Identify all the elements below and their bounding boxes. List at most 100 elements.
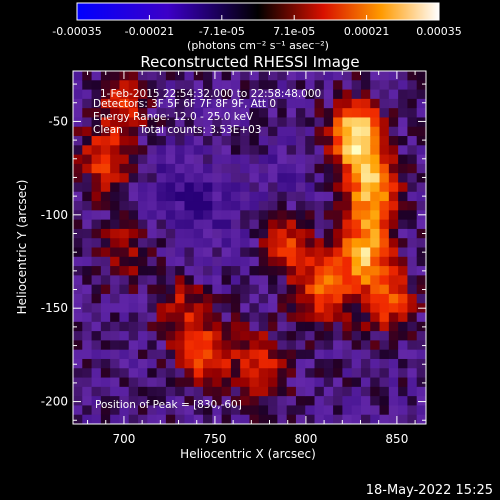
- heatmap-cell: [147, 321, 158, 332]
- heatmap-cell: [221, 386, 232, 397]
- heatmap-cell: [119, 98, 130, 109]
- heatmap-cell: [73, 154, 83, 165]
- heatmap-cell: [138, 219, 148, 230]
- heatmap-cell: [156, 71, 167, 81]
- heatmap-cell: [407, 377, 418, 388]
- heatmap-cell: [323, 414, 334, 425]
- heatmap-cell: [184, 256, 195, 267]
- heatmap-cell: [351, 238, 362, 248]
- heatmap-cell: [258, 386, 269, 397]
- heatmap-cell: [360, 126, 371, 137]
- heatmap-cell: [184, 377, 195, 388]
- heatmap-cell: [407, 340, 418, 351]
- heatmap-cell: [203, 80, 213, 90]
- heatmap-cell: [388, 266, 399, 276]
- heatmap-cell: [184, 201, 195, 211]
- heatmap-cell: [184, 321, 195, 332]
- heatmap-cell: [212, 349, 223, 360]
- heatmap-cell: [184, 368, 195, 378]
- heatmap-cell: [184, 173, 195, 183]
- heatmap-cell: [193, 303, 204, 313]
- heatmap-cell: [82, 80, 92, 90]
- heatmap-cell: [128, 405, 139, 416]
- heatmap-cell: [258, 293, 269, 304]
- heatmap-cell: [193, 349, 204, 360]
- heatmap-cell: [184, 98, 195, 109]
- heatmap-cell: [147, 331, 158, 341]
- heatmap-cell: [249, 182, 260, 193]
- heatmap-cell: [147, 238, 158, 248]
- heatmap-cell: [388, 368, 399, 378]
- heatmap-cell: [286, 386, 297, 397]
- heatmap-cell: [249, 266, 260, 276]
- heatmap-cell: [305, 405, 315, 416]
- heatmap-cell: [342, 89, 353, 100]
- heatmap-cell: [110, 247, 120, 258]
- heatmap-cell: [119, 284, 130, 295]
- heatmap-cell: [249, 293, 260, 304]
- heatmap-cell: [268, 173, 278, 183]
- heatmap-cell: [323, 377, 334, 388]
- heatmap-cell: [323, 71, 334, 81]
- heatmap-cell: [91, 266, 102, 276]
- heatmap-cell: [370, 303, 380, 313]
- heatmap-cell: [138, 275, 148, 286]
- heatmap-cell: [110, 71, 120, 81]
- heatmap-cell: [203, 266, 213, 276]
- heatmap-cell: [323, 266, 334, 276]
- heatmap-cell: [184, 247, 195, 258]
- heatmap-cell: [128, 266, 139, 276]
- heatmap-cell: [305, 284, 315, 295]
- heatmap-cell: [240, 303, 250, 313]
- heatmap-cell: [73, 80, 83, 90]
- heatmap-cell: [230, 145, 241, 156]
- heatmap-cell: [268, 98, 278, 109]
- heatmap-cell: [138, 396, 148, 406]
- heatmap-cell: [73, 340, 83, 351]
- heatmap-cell: [128, 377, 139, 388]
- heatmap-cell: [82, 377, 92, 388]
- heatmap-cell: [379, 219, 390, 230]
- heatmap-cell: [342, 117, 353, 128]
- heatmap-cell: [407, 238, 418, 248]
- heatmap-cell: [342, 303, 353, 313]
- heatmap-cell: [73, 377, 83, 388]
- heatmap-cell: [407, 396, 418, 406]
- heatmap-cell: [333, 368, 343, 378]
- heatmap-cell: [221, 377, 232, 388]
- heatmap-cell: [119, 293, 130, 304]
- heatmap-cell: [184, 89, 195, 100]
- heatmap-cell: [91, 368, 102, 378]
- heatmap-cell: [128, 238, 139, 248]
- heatmap-cell: [240, 256, 250, 267]
- heatmap-cell: [193, 154, 204, 165]
- heatmap-cell: [110, 275, 120, 286]
- heatmap-cell: [416, 136, 427, 146]
- heatmap-cell: [138, 89, 148, 100]
- heatmap-cell: [82, 182, 92, 193]
- heatmap-cell: [314, 126, 325, 137]
- heatmap-cell: [175, 191, 185, 202]
- heatmap-cell: [100, 331, 111, 341]
- heatmap-cell: [110, 219, 120, 230]
- heatmap-cell: [379, 154, 390, 165]
- annotation-time-range: 1-Feb-2015 22:54:32.000 to 22:58:48.000: [100, 88, 321, 100]
- heatmap-cell: [305, 219, 315, 230]
- heatmap-cell: [73, 312, 83, 323]
- heatmap-cell: [147, 368, 158, 378]
- heatmap-cell: [416, 238, 427, 248]
- heatmap-cell: [249, 256, 260, 267]
- heatmap-cell: [398, 266, 408, 276]
- heatmap-cell: [119, 247, 130, 258]
- heatmap-cell: [100, 228, 111, 239]
- heatmap-cell: [230, 303, 241, 313]
- heatmap-cell: [119, 405, 130, 416]
- annotation-energy-range: Energy Range: 12.0 - 25.0 keV: [93, 111, 254, 123]
- heatmap-cell: [268, 247, 278, 258]
- heatmap-cell: [203, 321, 213, 332]
- heatmap-cell: [175, 108, 185, 118]
- heatmap-cell: [351, 293, 362, 304]
- x-axis-label: Heliocentric X (arcsec): [180, 447, 316, 461]
- heatmap-cell: [286, 154, 297, 165]
- heatmap-cell: [277, 173, 288, 183]
